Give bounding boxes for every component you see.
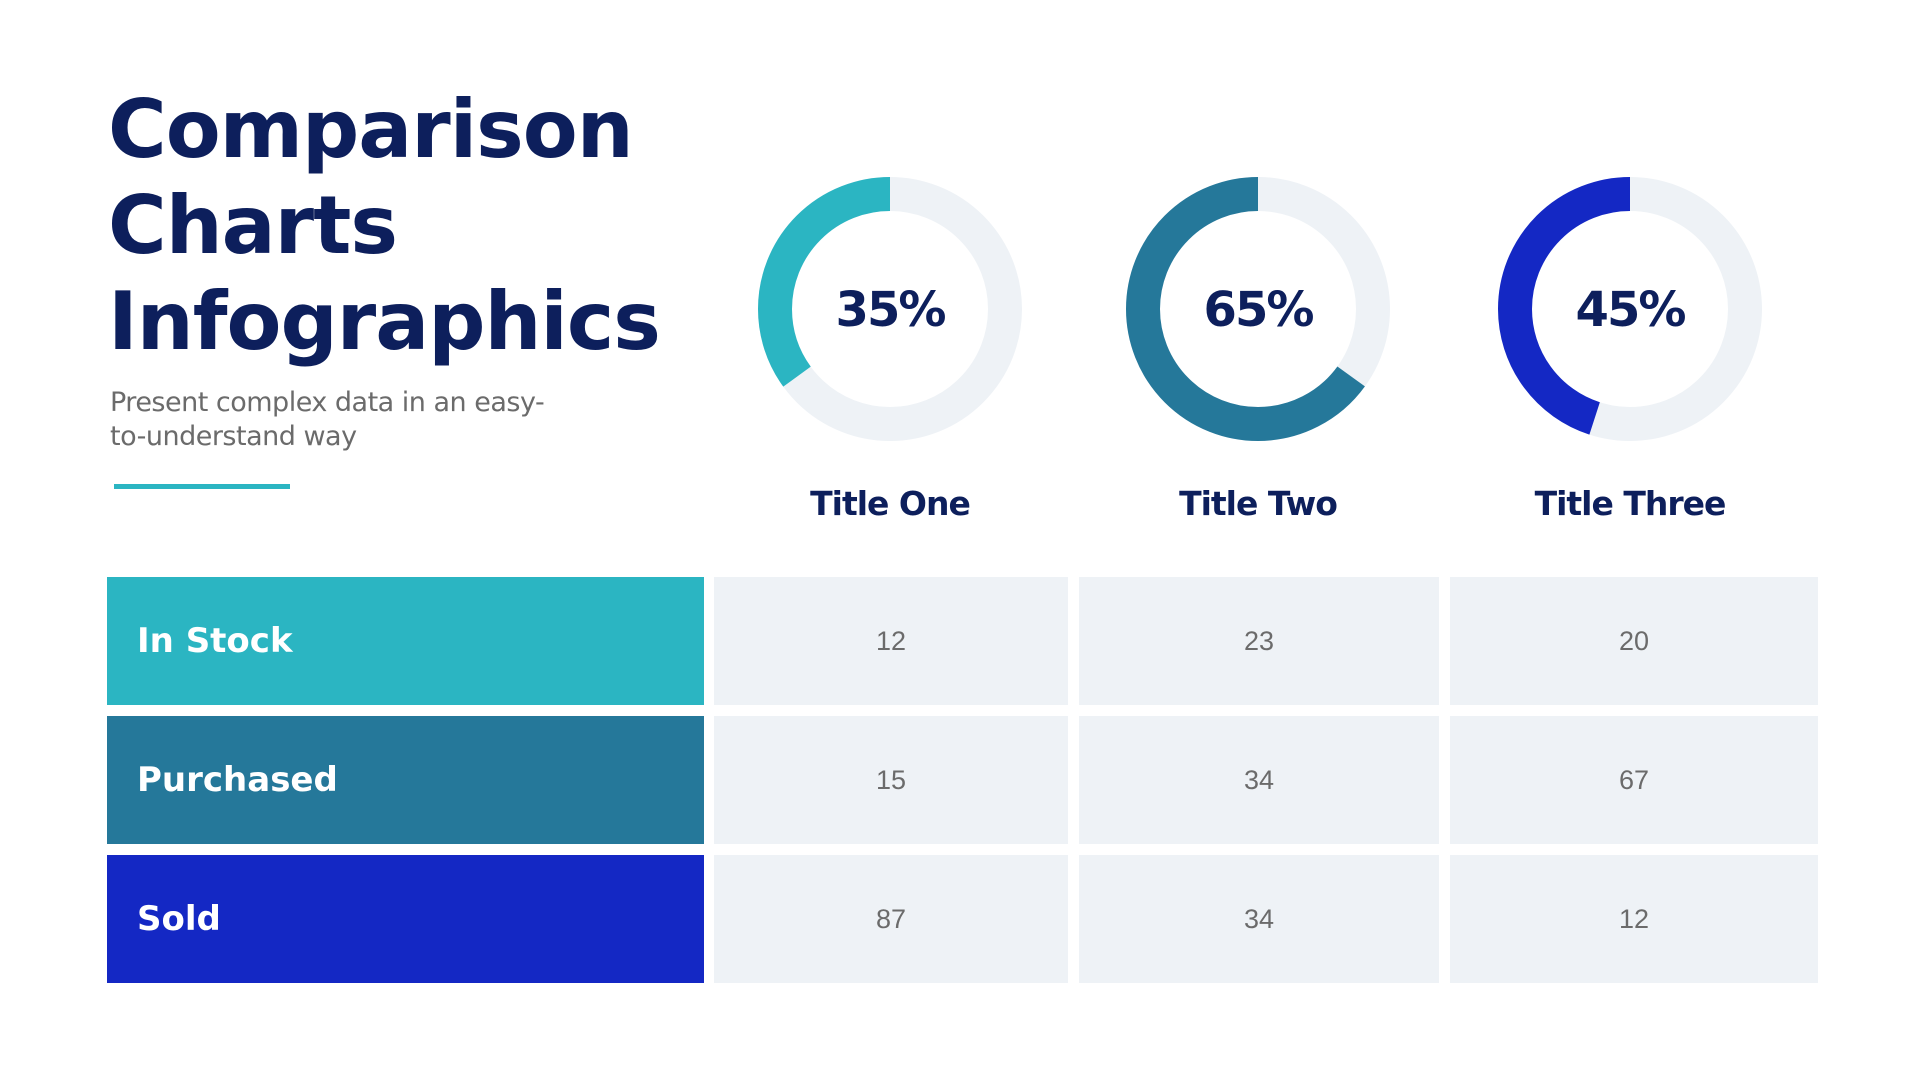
row-label-in-stock: In Stock	[107, 577, 704, 705]
subtitle: Present complex data in an easy-to-under…	[110, 387, 545, 452]
donut-title: Title One	[810, 484, 970, 523]
row-label-sold: Sold	[107, 855, 704, 983]
title-line: Charts	[108, 179, 398, 272]
donut-percent-label: 45%	[1576, 282, 1686, 338]
table-cell: 23	[1079, 577, 1439, 705]
table-cell: 12	[1450, 855, 1818, 983]
table-cell: 87	[714, 855, 1068, 983]
donut-title: Title Two	[1179, 484, 1337, 523]
donut-percent-label: 65%	[1204, 282, 1314, 338]
table-cell: 20	[1450, 577, 1818, 705]
table-cell: 15	[714, 716, 1068, 844]
donut-percent-label: 35%	[836, 282, 946, 338]
table-cell: 67	[1450, 716, 1818, 844]
table-cell: 34	[1079, 855, 1439, 983]
donut-segment	[1126, 177, 1390, 441]
page-title: Comparison Charts Infographics	[108, 82, 661, 370]
table-cell: 34	[1079, 716, 1439, 844]
donut-charts: 35% Title One 65% Title Two 45% Title Three	[758, 177, 1762, 523]
table-cell: 12	[714, 577, 1068, 705]
donut-segment	[758, 177, 1022, 441]
accent-divider	[114, 484, 290, 489]
title-line: Comparison	[108, 83, 634, 176]
title-line: Infographics	[108, 275, 661, 368]
donut-segment	[1498, 177, 1762, 441]
donut-title: Title Three	[1535, 484, 1726, 523]
row-label-purchased: Purchased	[107, 716, 704, 844]
